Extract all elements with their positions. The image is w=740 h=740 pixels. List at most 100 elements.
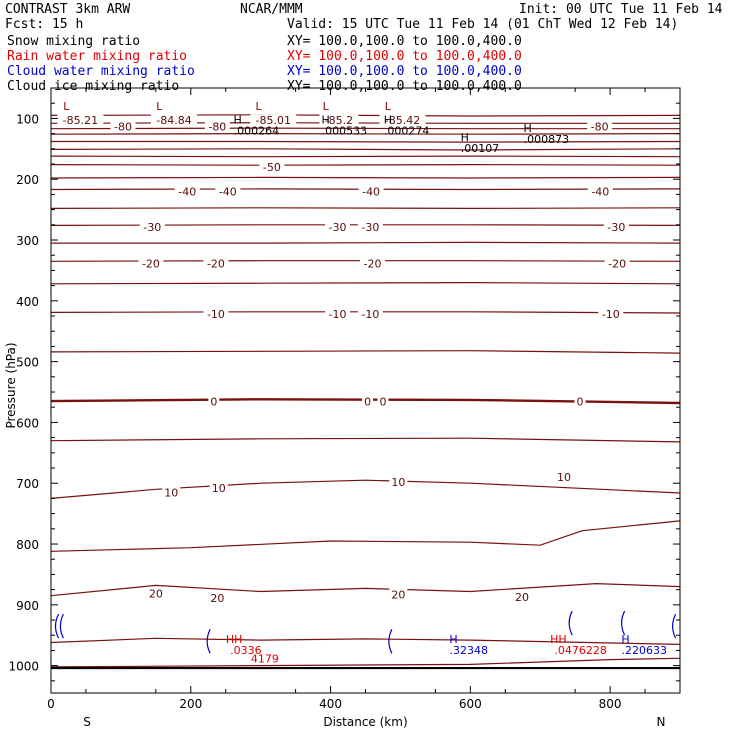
field-snow-xy: XY= 100.0,100.0 to 100.0,400.0 (287, 34, 522, 49)
contour-label: -85.21 (63, 114, 98, 127)
contour-label: 0 (379, 396, 386, 409)
contour-label-bg (603, 221, 629, 234)
contour-label: -40 (362, 185, 380, 198)
contour-label: -84.84 (156, 114, 191, 127)
contour-label-bg (204, 120, 230, 133)
extremum-mark: H (233, 113, 241, 126)
field-rain-name: Rain water mixing ratio (7, 49, 188, 64)
contour-label: -50 (263, 161, 281, 174)
isotherm-line (51, 241, 680, 244)
cloud-contour (568, 610, 573, 636)
extremum-mark: HH (550, 633, 567, 646)
y-tick-label: 400 (16, 295, 39, 309)
y-tick-label: 1000 (8, 660, 39, 674)
contour-label-bg (357, 308, 383, 321)
contour-label-bg (587, 185, 613, 198)
contour-label: 0 (364, 396, 371, 409)
isotherm-line (51, 207, 680, 209)
y-tick-label: 700 (16, 477, 39, 491)
contour-label-bg (379, 114, 426, 127)
cloud-contour (59, 613, 64, 639)
x-tick-label: 200 (179, 697, 202, 711)
contour-label-bg (325, 221, 351, 234)
isotherm-line (51, 282, 680, 285)
isotherm-line (51, 122, 680, 124)
contour-label: -30 (607, 221, 625, 234)
extremum-value: .000264 (234, 124, 280, 137)
contour-label-bg (139, 221, 165, 234)
contour-label-bg (138, 257, 164, 270)
contour-label-bg (574, 395, 586, 408)
contour-label-bg (203, 257, 229, 270)
field-snow-name: Snow mixing ratio (7, 34, 141, 49)
contour-label: -40 (219, 185, 237, 198)
y-tick-label: 900 (16, 599, 39, 613)
contour-label-bg (604, 257, 630, 270)
contour-label: 10 (212, 482, 226, 495)
extremum-mark: H (621, 633, 629, 646)
isotherm-line (51, 657, 680, 668)
contour-label: -20 (207, 258, 225, 271)
extremum-value: .32348 (450, 644, 489, 657)
extremum-mark: H (384, 113, 392, 126)
extremum-value: .00107 (461, 142, 500, 155)
center-name: NCAR/MMM (240, 2, 303, 17)
extremum-value: .000533 (322, 124, 368, 137)
contour-label-bg (357, 221, 383, 234)
extremum-mark: L (385, 100, 392, 113)
contour-label-bg (162, 486, 181, 499)
extremum-value: 4179 (251, 653, 279, 666)
x-tick-label: 400 (319, 697, 342, 711)
contour-label-bg (208, 395, 220, 408)
contour-label-bg (513, 590, 532, 603)
cloud-contour (206, 629, 211, 654)
extremum-mark: HH (226, 633, 243, 646)
contour-label: -10 (602, 308, 620, 321)
cloud-contour (388, 629, 393, 654)
y-tick-label: 300 (16, 234, 39, 248)
contour-label: -20 (608, 258, 626, 271)
extremum-value: .0476228 (554, 644, 607, 657)
isotherm-line (51, 350, 680, 354)
isotherm-line (51, 155, 680, 158)
contour-label: 10 (557, 471, 571, 484)
contour-label: 10 (164, 486, 178, 499)
extremum-mark: L (156, 100, 163, 113)
isotherm-line (51, 637, 680, 645)
y-axis-title: Pressure (hPa) (4, 342, 18, 428)
contour-label: -30 (329, 221, 347, 234)
contour-label: -10 (361, 308, 379, 321)
isotherm-line (51, 479, 680, 499)
x-axis-title: Distance (km) (323, 715, 407, 729)
isotherm-line (51, 140, 680, 143)
contour-label: 0 (210, 396, 217, 409)
cloud-contour (620, 610, 626, 636)
contour-label-bg (587, 120, 613, 133)
contour-label: -85.01 (256, 114, 291, 127)
contour-label: -80 (208, 120, 226, 133)
extremum-mark: L (255, 100, 262, 113)
contour-label-bg (598, 308, 624, 321)
contour-label: -40 (178, 185, 196, 198)
contour-label: 20 (391, 588, 405, 601)
contour-label: -20 (142, 258, 160, 271)
contour-label-bg (151, 114, 198, 127)
contour-label-bg (259, 161, 285, 174)
contour-label-bg (209, 482, 228, 495)
isotherm-line (51, 127, 680, 130)
contour-label: -20 (364, 258, 382, 271)
contour-label-bg (57, 114, 104, 127)
contour-label-bg (146, 587, 165, 600)
model-title: CONTRAST 3km ARW (5, 2, 131, 17)
cloud-contour (54, 613, 60, 639)
extremum-value: .220633 (621, 644, 667, 657)
isotherm-line (51, 133, 680, 135)
contour-label: 0 (577, 396, 584, 409)
contour-label: -40 (591, 185, 609, 198)
contour-label: -80 (591, 120, 609, 133)
contour-label: 10 (391, 476, 405, 489)
contour-label-bg (208, 592, 227, 605)
isotherm-line (51, 582, 680, 597)
contour-label-bg (174, 185, 200, 198)
